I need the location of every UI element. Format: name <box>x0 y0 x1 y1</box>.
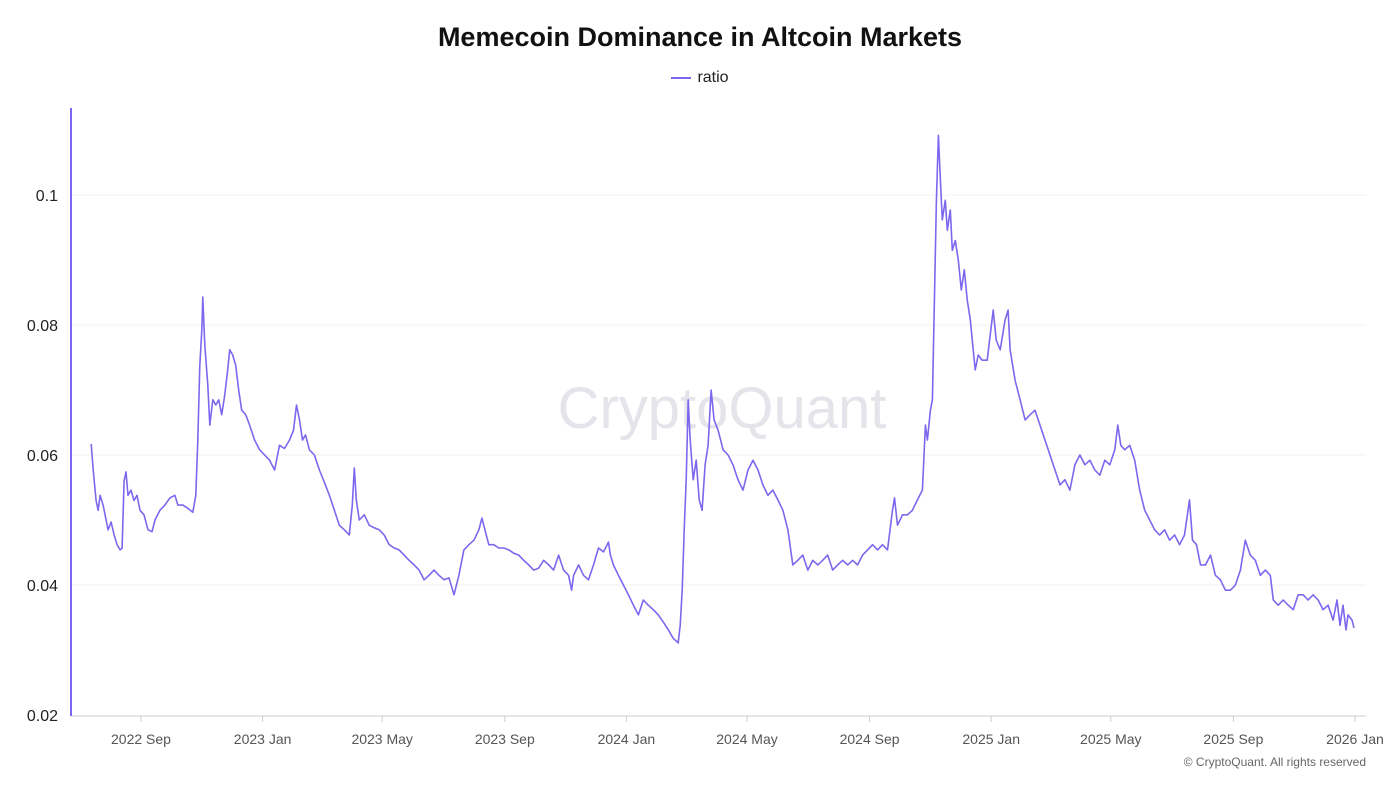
x-tick-label: 2026 Jan <box>1326 731 1384 747</box>
chart-title: Memecoin Dominance in Altcoin Markets <box>437 22 963 52</box>
y-tick-label: 0.04 <box>27 578 58 595</box>
x-tick-label: 2022 Sep <box>111 731 171 747</box>
watermark: CryptoQuant <box>558 376 887 441</box>
y-tick-label: 0.02 <box>27 708 58 725</box>
series-line-ratio[interactable] <box>90 134 1355 644</box>
x-tick-label: 2023 Sep <box>475 731 535 747</box>
x-tick-label: 2023 Jan <box>234 731 292 747</box>
x-tick-label: 2025 Sep <box>1203 731 1263 747</box>
x-tick-label: 2024 May <box>716 731 777 747</box>
x-tick-label: 2023 May <box>351 731 412 747</box>
y-tick-label: 0.1 <box>36 188 58 205</box>
legend-swatch <box>671 77 692 79</box>
x-tick-label: 2024 Jan <box>598 731 656 747</box>
x-tick-label: 2025 Jan <box>962 731 1020 747</box>
legend-label-ratio: ratio <box>697 69 729 86</box>
y-tick-label: 0.06 <box>27 448 58 465</box>
y-tick-label: 0.08 <box>27 318 58 335</box>
x-tick-label: 2024 Sep <box>840 731 900 747</box>
legend[interactable]: ratio <box>0 69 1400 87</box>
x-tick-label: 2025 May <box>1080 731 1141 747</box>
copyright-text: © CryptoQuant. All rights reserved <box>1183 755 1366 769</box>
